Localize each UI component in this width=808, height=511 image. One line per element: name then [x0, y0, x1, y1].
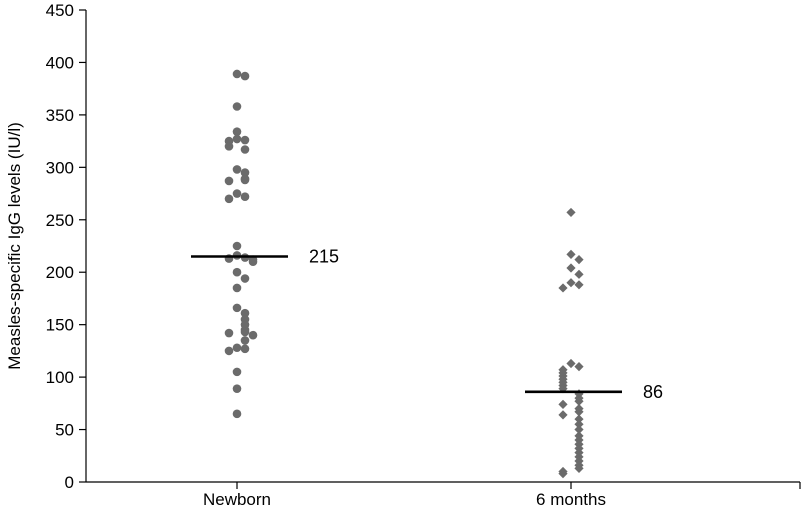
- data-point: [240, 135, 250, 145]
- median-markers: 215 86: [191, 246, 663, 402]
- y-tick-label: 50: [55, 421, 74, 440]
- data-point: [566, 249, 576, 259]
- data-point: [232, 343, 242, 353]
- data-point: [574, 269, 584, 279]
- data-point: [574, 463, 584, 473]
- data-point: [232, 102, 242, 111]
- data-point: [232, 303, 242, 313]
- data-point: [240, 192, 250, 202]
- data-points: [224, 69, 584, 479]
- y-tick-label: 0: [65, 473, 74, 492]
- data-point: [566, 278, 576, 288]
- data-point: [240, 336, 250, 345]
- data-point: [232, 384, 242, 393]
- data-point: [574, 424, 584, 435]
- data-point: [574, 280, 584, 290]
- data-point: [232, 367, 242, 377]
- data-point: [232, 127, 242, 136]
- y-axis-title: Measles-specific IgG levels (IU/l): [5, 122, 24, 370]
- data-point: [574, 414, 584, 424]
- data-point: [232, 267, 242, 277]
- data-point: [566, 207, 576, 218]
- x-tick-label: 6 months: [536, 490, 606, 509]
- data-point: [224, 328, 234, 338]
- y-tick-label: 450: [46, 1, 74, 20]
- data-point: [240, 168, 250, 177]
- data-point: [240, 308, 250, 318]
- data-point: [240, 274, 250, 283]
- data-point: [232, 189, 242, 198]
- data-point: [232, 165, 242, 174]
- y-tick-label: 150: [46, 316, 74, 335]
- data-point: [248, 257, 258, 267]
- data-point: [558, 399, 568, 409]
- y-tick-label: 400: [46, 53, 74, 72]
- y-tick-label: 100: [46, 368, 74, 387]
- data-point: [574, 396, 584, 406]
- data-point: [224, 176, 234, 186]
- data-point: [574, 255, 584, 265]
- x-ticks: Newborn 6 months: [203, 482, 801, 509]
- data-point: [566, 358, 576, 369]
- data-point: [240, 71, 250, 81]
- data-point: [558, 384, 568, 394]
- data-point: [232, 409, 242, 419]
- data-point: [224, 142, 234, 151]
- data-point: [240, 145, 250, 154]
- data-point: [574, 419, 584, 429]
- y-tick-label: 250: [46, 211, 74, 230]
- y-ticks: 0 50 100 150 200 250 300 350 400 450: [46, 1, 86, 492]
- data-point: [232, 283, 242, 293]
- median-label: 86: [643, 382, 663, 402]
- data-point: [240, 175, 250, 185]
- data-point: [566, 263, 576, 273]
- data-point: [574, 407, 584, 417]
- data-point: [248, 330, 258, 340]
- data-point: [240, 327, 250, 337]
- data-point: [558, 410, 568, 420]
- data-point: [558, 283, 568, 293]
- data-point: [558, 469, 568, 479]
- y-tick-label: 350: [46, 106, 74, 125]
- x-tick-label: Newborn: [203, 490, 271, 509]
- axes: [85, 10, 800, 483]
- data-point: [232, 241, 242, 251]
- data-point: [232, 134, 242, 144]
- data-point: [574, 362, 584, 372]
- data-point: [224, 194, 234, 204]
- data-point: [240, 344, 250, 354]
- y-tick-label: 300: [46, 158, 74, 177]
- y-tick-label: 200: [46, 263, 74, 282]
- data-point: [224, 346, 234, 356]
- data-point: [232, 69, 242, 79]
- median-label: 215: [309, 246, 339, 266]
